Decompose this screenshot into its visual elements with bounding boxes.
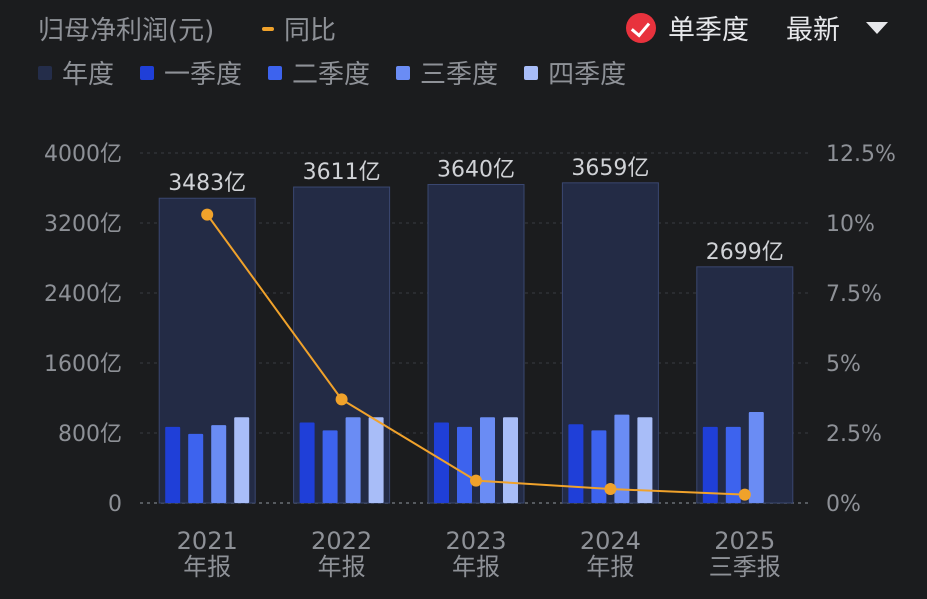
quarter-bar [368, 417, 384, 503]
y-right-tick-label: 0% [826, 492, 861, 517]
quarter-bar [345, 417, 361, 503]
y-left-tick-label: 2400亿 [44, 282, 122, 307]
x-tick-label: 年报 [586, 553, 634, 581]
x-tick-label: 2021 [177, 527, 238, 555]
quarter-bar [725, 426, 741, 503]
y-right-tick-label: 12.5% [826, 142, 896, 167]
quarter-bar [322, 430, 338, 503]
x-tick-label: 2023 [445, 527, 506, 555]
legend-label: 四季度 [548, 60, 627, 90]
quarter-bar [591, 430, 607, 503]
legend-item-q4[interactable]: 四季度 [524, 54, 626, 91]
yoy-point [201, 208, 214, 221]
yoy-legend[interactable]: 同比 [262, 10, 336, 47]
legend-item-q2[interactable]: 二季度 [268, 54, 370, 91]
quarter-bar [637, 417, 653, 503]
x-tick-label: 三季报 [709, 553, 781, 581]
quarter-bar [165, 426, 181, 503]
y-left-tick-label: 4000亿 [44, 142, 122, 167]
single-quarter-toggle[interactable]: 单季度 [626, 8, 749, 47]
latest-label: 最新 [786, 15, 840, 46]
y-left-tick-label: 800亿 [58, 422, 122, 447]
legend-swatch [268, 65, 283, 80]
single-quarter-label: 单季度 [668, 15, 749, 46]
legend-swatch [140, 65, 155, 80]
quarter-bar [702, 426, 718, 503]
legend-item-q3[interactable]: 三季度 [396, 54, 498, 91]
chart-header: 归母净利润(元) 同比 单季度 最新 年度 一季度 二季度 三季度 四季度 [0, 0, 927, 110]
annual-bar-label: 3640亿 [437, 158, 515, 183]
quarter-bar [614, 414, 630, 503]
y-left-tick-label: 1600亿 [44, 352, 122, 377]
legend-item-q1[interactable]: 一季度 [140, 54, 242, 91]
checkmark-icon [626, 12, 656, 43]
yoy-point [738, 488, 751, 501]
x-tick-label: 年报 [183, 553, 231, 581]
x-tick-label: 年报 [318, 553, 366, 581]
legend-label: 二季度 [292, 60, 371, 90]
legend-swatch [524, 65, 539, 80]
annual-bar-label: 3483亿 [168, 171, 246, 196]
legend-item-annual[interactable]: 年度 [38, 54, 114, 91]
annual-bar-label: 2699亿 [706, 240, 784, 265]
quarter-bar [748, 412, 764, 503]
quarter-bar [568, 424, 584, 503]
y-right-tick-label: 7.5% [826, 282, 882, 307]
series-legend: 年度 一季度 二季度 三季度 四季度 [38, 54, 652, 91]
y-left-tick-label: 0 [108, 492, 122, 517]
y-right-tick-label: 10% [826, 212, 875, 237]
yoy-point [604, 483, 617, 495]
quarter-bar [434, 422, 449, 503]
legend-label: 年度 [62, 60, 115, 90]
y-right-tick-label: 2.5% [826, 422, 882, 447]
quarter-bar [188, 433, 204, 503]
annual-bar-label: 3659亿 [571, 156, 649, 181]
x-tick-label: 年报 [452, 553, 500, 581]
yoy-legend-label: 同比 [284, 16, 337, 46]
quarter-bar [211, 425, 227, 503]
latest-dropdown[interactable]: 最新 [786, 8, 888, 47]
yoy-point [335, 393, 348, 406]
x-tick-label: 2022 [311, 527, 372, 555]
caret-down-icon [866, 21, 888, 34]
legend-swatch [396, 65, 411, 80]
y-right-tick-label: 5% [826, 352, 861, 377]
chart-title: 归母净利润(元) [38, 16, 215, 46]
y-left-tick-label: 3200亿 [44, 212, 122, 237]
quarter-bar [503, 417, 518, 503]
yoy-point [470, 474, 482, 487]
quarter-bar [457, 426, 472, 503]
quarter-bar [299, 422, 315, 503]
legend-swatch [38, 65, 52, 80]
legend-label: 三季度 [420, 60, 499, 90]
legend-label: 一季度 [164, 60, 243, 90]
yoy-line-swatch [262, 26, 274, 31]
x-tick-label: 2024 [580, 527, 641, 555]
annual-bar-label: 3611亿 [303, 160, 381, 185]
quarter-bar [480, 417, 495, 503]
quarter-bar [234, 417, 250, 503]
x-tick-label: 2025 [714, 527, 775, 555]
